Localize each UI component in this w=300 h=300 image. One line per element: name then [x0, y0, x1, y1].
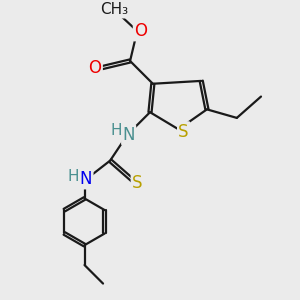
Text: H: H — [68, 169, 80, 184]
Text: O: O — [88, 59, 102, 77]
Text: S: S — [178, 123, 189, 141]
Text: N: N — [80, 170, 92, 188]
Text: S: S — [132, 174, 142, 192]
Text: H: H — [111, 123, 122, 138]
Text: CH₃: CH₃ — [100, 2, 128, 17]
Text: N: N — [122, 126, 135, 144]
Text: O: O — [134, 22, 147, 40]
